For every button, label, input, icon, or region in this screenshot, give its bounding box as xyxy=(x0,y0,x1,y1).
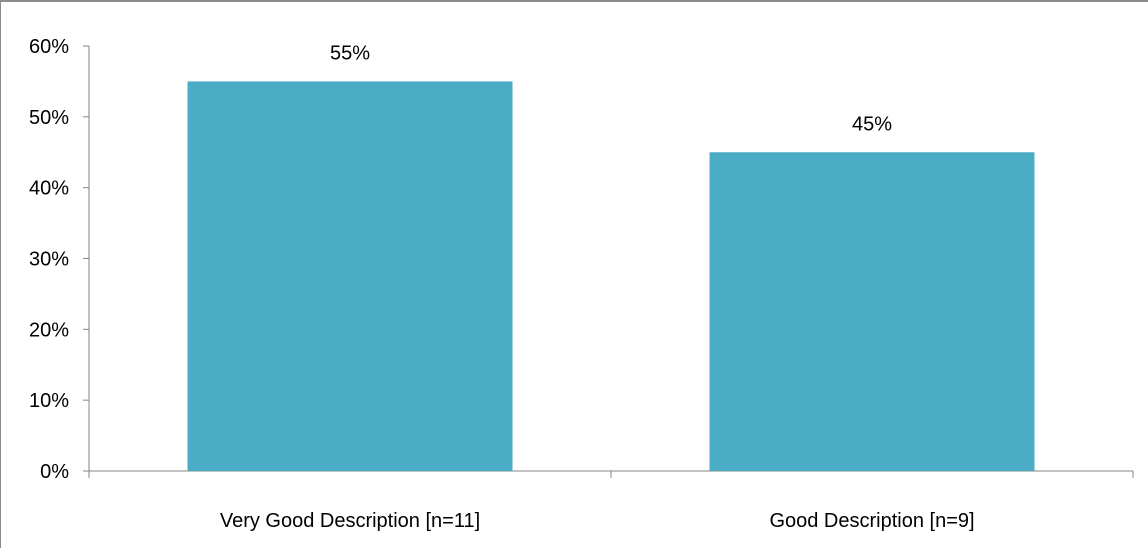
x-category-label: Good Description [n=9] xyxy=(769,510,974,532)
bar xyxy=(187,81,513,472)
y-tick-label: 20% xyxy=(29,319,69,341)
x-category-label: Very Good Description [n=11] xyxy=(220,510,480,532)
y-tick-label: 0% xyxy=(40,461,69,483)
data-label: 45% xyxy=(852,113,892,135)
y-tick-label: 60% xyxy=(29,36,69,58)
y-tick-label: 30% xyxy=(29,249,69,271)
y-tick-label: 50% xyxy=(29,107,69,129)
data-label: 55% xyxy=(330,42,370,64)
y-tick-label: 10% xyxy=(29,390,69,412)
y-tick-label: 40% xyxy=(29,178,69,200)
bar xyxy=(709,152,1035,471)
